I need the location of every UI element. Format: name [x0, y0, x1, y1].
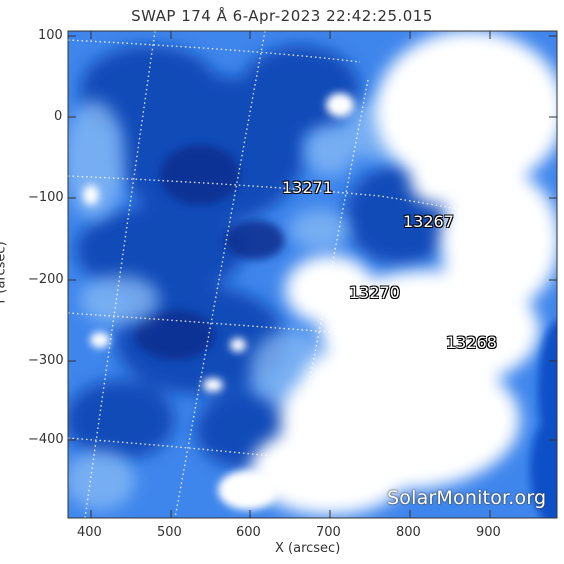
y-tick-label: 100 [38, 28, 63, 43]
watermark: SolarMonitor.org [387, 487, 547, 509]
x-tick-label: 600 [236, 525, 261, 540]
y-tick-label: −100 [28, 190, 64, 205]
y-tick-label: 0 [54, 109, 63, 124]
x-tick-label: 900 [476, 525, 501, 540]
y-tick-label: −400 [28, 432, 64, 447]
y-tick-label: −200 [28, 272, 64, 287]
x-tick-label: 400 [77, 525, 102, 540]
active-region-label: 13268 [446, 333, 497, 352]
x-tick-label: 700 [316, 525, 341, 540]
y-axis-label: Y (arcsec) [0, 241, 9, 305]
active-region-label: 13270 [349, 283, 400, 302]
x-tick-label: 800 [396, 525, 421, 540]
heliographic-grid [68, 31, 471, 518]
active-region-label: 13267 [403, 212, 454, 231]
solar-image [68, 31, 557, 518]
plot-frame [67, 30, 558, 519]
axis-ticks [68, 31, 557, 518]
active-region-label: 13271 [282, 178, 333, 197]
y-tick-label: −300 [28, 353, 64, 368]
x-axis-label: X (arcsec) [275, 541, 341, 556]
x-tick-label: 500 [157, 525, 182, 540]
image-title: SWAP 174 Å 6-Apr-2023 22:42:25.015 [131, 7, 433, 25]
